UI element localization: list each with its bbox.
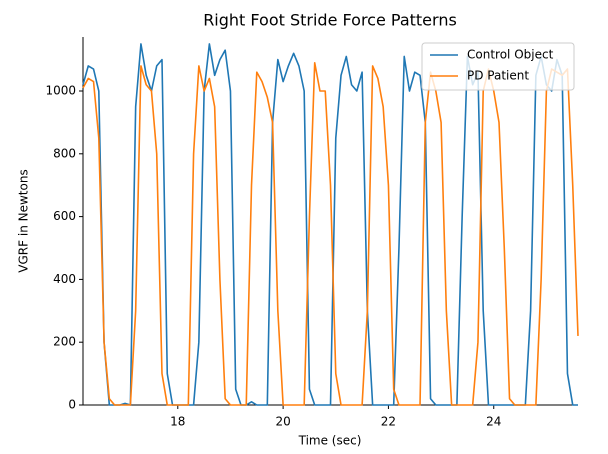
- x-tick-label: 22: [381, 415, 396, 429]
- y-tick-label: 800: [53, 146, 76, 160]
- y-tick-label: 0: [68, 398, 76, 412]
- data-line: [82, 61, 579, 406]
- x-tick-label: 18: [170, 415, 185, 429]
- x-tick-label: 20: [275, 415, 290, 429]
- x-tick-label: 24: [486, 415, 501, 429]
- y-tick-label: 600: [53, 209, 76, 223]
- legend-label: PD Patient: [467, 69, 529, 83]
- legend-box: [421, 42, 575, 91]
- y-tick-label: 200: [53, 335, 76, 349]
- data-line: [82, 43, 578, 406]
- y-axis-label: VGRF in Newtons: [17, 169, 31, 272]
- chart-title: Right Foot Stride Force Patterns: [203, 11, 457, 30]
- legend-label: Control Object: [467, 48, 554, 62]
- x-axis-label: Time (sec): [298, 434, 362, 448]
- y-tick-label: 400: [53, 272, 76, 286]
- y-tick-label: 1000: [45, 84, 76, 98]
